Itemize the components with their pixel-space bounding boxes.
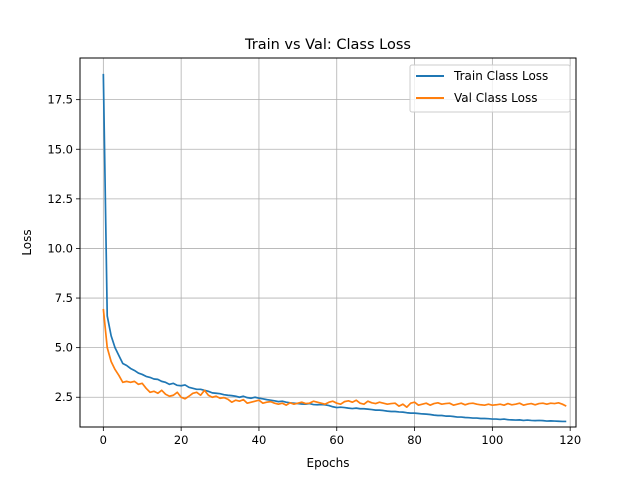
y-tick-label: 2.5 xyxy=(55,390,73,404)
x-tick-label: 60 xyxy=(329,433,344,447)
train-class-loss-line xyxy=(102,73,567,423)
axes-frame xyxy=(79,57,577,428)
ticks: 0 20 40 60 80 100 120 2.5 5.0 7.5 10.0 12.5 15.0 17.5 xyxy=(47,93,581,447)
legend-label-val: Val Class Loss xyxy=(454,91,537,105)
chart-title: Train vs Val: Class Loss xyxy=(244,37,411,53)
legend: Train Class Loss Val Class Loss xyxy=(409,64,571,113)
x-tick-label: 120 xyxy=(559,433,581,447)
y-tick-label: 5.0 xyxy=(55,341,73,355)
y-tick-label: 17.5 xyxy=(47,93,73,107)
y-tick-label: 15.0 xyxy=(47,142,73,156)
x-tick-label: 0 xyxy=(100,433,107,447)
val-class-loss-line xyxy=(102,308,567,409)
x-tick-label: 80 xyxy=(407,433,422,447)
y-tick-label: 7.5 xyxy=(55,291,73,305)
legend-label-train: Train Class Loss xyxy=(453,69,548,83)
x-axis-label: Epochs xyxy=(307,456,350,470)
x-tick-label: 40 xyxy=(252,433,267,447)
legend-box xyxy=(409,64,571,113)
series-layer xyxy=(102,73,567,423)
x-tick-label: 20 xyxy=(174,433,189,447)
x-tick-label: 100 xyxy=(481,433,503,447)
grid xyxy=(80,58,576,427)
y-tick-label: 12.5 xyxy=(47,192,73,206)
y-axis-label: Loss xyxy=(20,229,34,255)
y-tick-label: 10.0 xyxy=(47,241,73,255)
